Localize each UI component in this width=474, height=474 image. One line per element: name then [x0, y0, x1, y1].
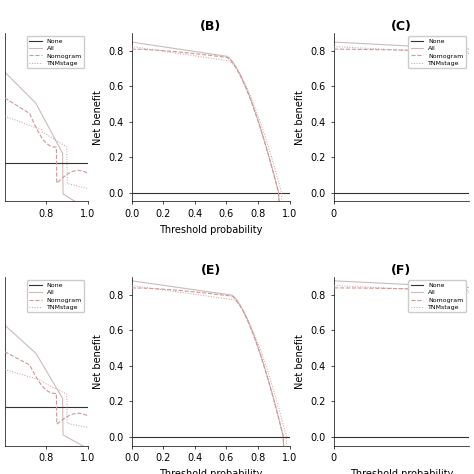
- Legend: None, All, Nomogram, TNMstage: None, All, Nomogram, TNMstage: [27, 36, 84, 68]
- Y-axis label: Net benefit: Net benefit: [295, 334, 305, 389]
- X-axis label: Threshold probability: Threshold probability: [159, 469, 262, 474]
- Title: (B): (B): [200, 20, 221, 33]
- Legend: None, All, Nomogram, TNMstage: None, All, Nomogram, TNMstage: [27, 280, 84, 312]
- Title: (E): (E): [201, 264, 221, 277]
- Title: (C): (C): [391, 20, 412, 33]
- Y-axis label: Net benefit: Net benefit: [295, 90, 305, 145]
- Legend: None, All, Nomogram, TNMstage: None, All, Nomogram, TNMstage: [409, 280, 466, 312]
- X-axis label: Threshold probability: Threshold probability: [159, 225, 262, 235]
- Legend: None, All, Nomogram, TNMstage: None, All, Nomogram, TNMstage: [409, 36, 466, 68]
- X-axis label: Threshold probability: Threshold probability: [350, 469, 453, 474]
- Y-axis label: Net benefit: Net benefit: [93, 334, 103, 389]
- Y-axis label: Net benefit: Net benefit: [93, 90, 103, 145]
- Title: (F): (F): [392, 264, 411, 277]
